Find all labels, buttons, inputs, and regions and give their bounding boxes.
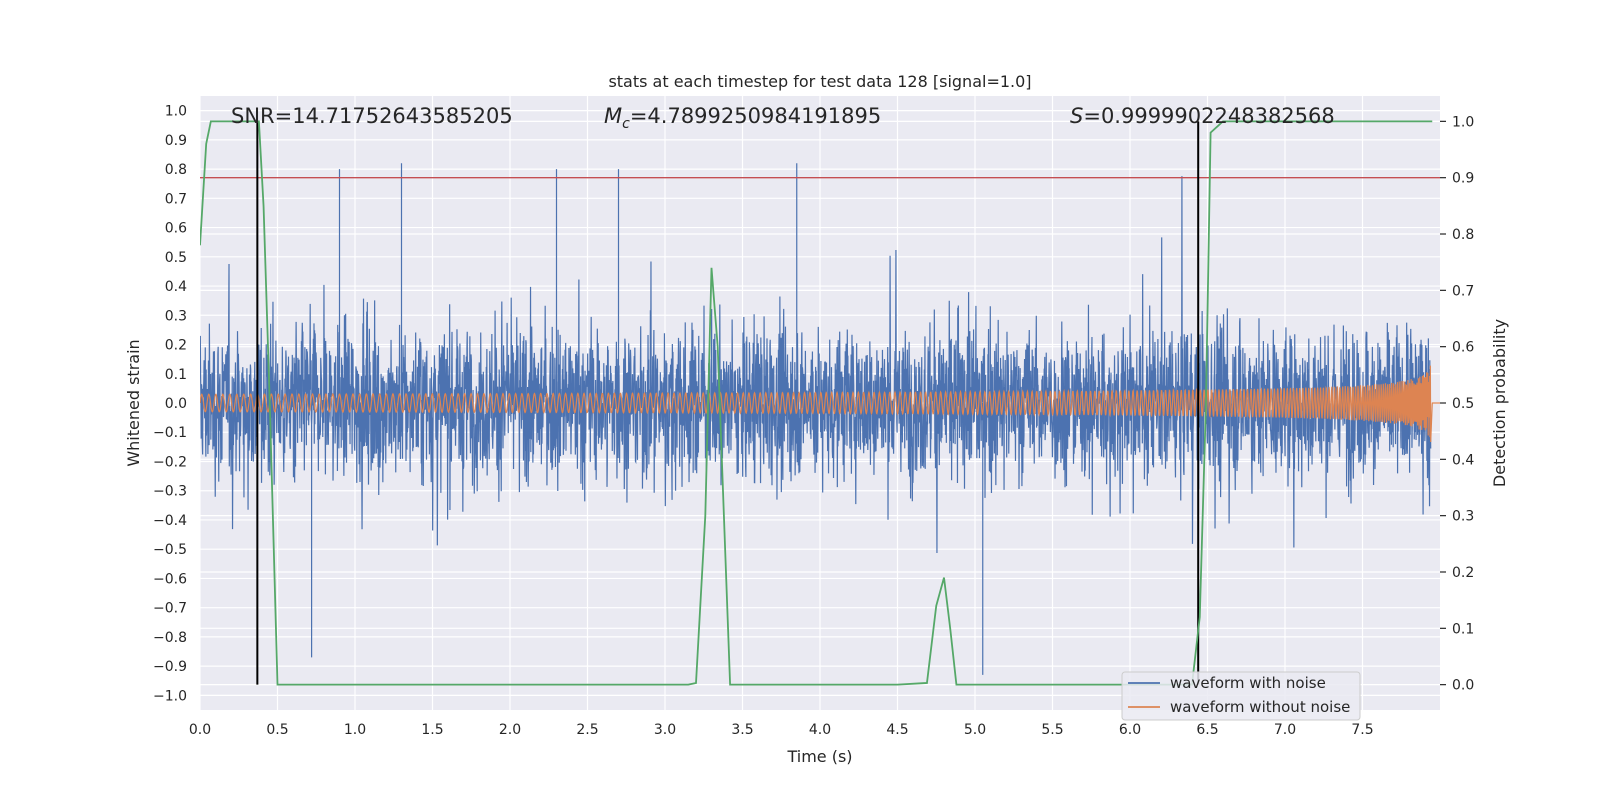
x-tick-label: 6.5 [1196, 722, 1218, 738]
annotation-chirp-mass: Mc=4.7899250984191895 [604, 104, 881, 132]
x-tick-label: 3.5 [731, 722, 753, 738]
annotation-s-value: =0.9999902248382568 [1083, 104, 1334, 128]
annotation-chirp-mass-subscript: c [622, 116, 630, 132]
y-tick-label: 0.9 [165, 133, 187, 149]
y2-tick-label: 0.7 [1452, 283, 1474, 299]
series-waveform-without-noise [200, 365, 1440, 443]
y2-tick-label: 0.4 [1452, 452, 1474, 468]
x-axis-label: Time (s) [786, 747, 852, 766]
annotation-snr: SNR=14.71752643585205 [231, 104, 513, 128]
y-tick-label: −0.2 [153, 454, 187, 470]
y-tick-label: 1.0 [165, 104, 187, 120]
x-tick-label: 1.5 [421, 722, 443, 738]
x-tick-label: 7.5 [1351, 722, 1373, 738]
y-tick-label: 0.6 [165, 221, 187, 237]
annotation-chirp-mass-symbol: M [604, 104, 622, 128]
x-axis-ticks: 0.0 0.5 1.0 1.5 2.0 2.5 3.0 3.5 4.0 4.5 5.0 5.5 6.0 6… [189, 722, 1374, 738]
legend-box [1121, 671, 1361, 721]
y-tick-label: −0.7 [153, 601, 187, 617]
y2-tick-label: 0.5 [1452, 396, 1474, 412]
y-tick-label: −0.8 [153, 630, 187, 646]
x-tick-label: 7.0 [1274, 722, 1296, 738]
y2-tick-label: 0.3 [1452, 509, 1474, 525]
y2-tick-label: 0.0 [1452, 678, 1474, 694]
y-tick-label: 0.0 [165, 396, 187, 412]
annotation-chirp-mass-value: =4.7899250984191895 [630, 104, 881, 128]
annotation-s-symbol: S [1070, 104, 1083, 128]
x-tick-label: 4.0 [809, 722, 831, 738]
marker-lines [256, 121, 1200, 685]
x-tick-label: 0.0 [189, 722, 211, 738]
series-waveform-with-noise [200, 163, 1432, 675]
y2-tick-label: 0.8 [1452, 227, 1474, 243]
y2-axis-ticks: 1.0 0.9 0.8 0.7 0.6 0.5 0.4 0.3 0.2 0.1 0.0 [1440, 114, 1474, 694]
chart-title: stats at each timestep for test data 128… [608, 72, 1031, 91]
y-tick-label: 0.7 [165, 191, 187, 207]
y-tick-label: −0.9 [153, 659, 187, 675]
y2-tick-label: 1.0 [1452, 114, 1474, 130]
y-tick-label: −0.1 [153, 425, 187, 441]
y-tick-label: 0.3 [165, 308, 187, 324]
y-axis-label: Whitened strain [124, 339, 143, 466]
x-tick-label: 3.0 [654, 722, 676, 738]
x-tick-label: 4.5 [886, 722, 908, 738]
y2-tick-label: 0.2 [1452, 565, 1474, 581]
y2-tick-label: 0.9 [1452, 171, 1474, 187]
y2-tick-label: 0.6 [1452, 340, 1474, 356]
y-tick-label: −1.0 [153, 688, 187, 704]
x-tick-label: 5.0 [964, 722, 986, 738]
x-tick-label: 5.5 [1041, 722, 1063, 738]
y-tick-label: −0.3 [153, 484, 187, 500]
legend-label-noise: waveform with noise [1170, 674, 1326, 692]
y-tick-label: −0.5 [153, 542, 187, 558]
x-tick-label: 2.5 [576, 722, 598, 738]
y-tick-label: −0.6 [153, 571, 187, 587]
y-tick-label: 0.8 [165, 162, 187, 178]
legend: waveform with noise waveform without noi… [1121, 671, 1361, 721]
x-tick-label: 1.0 [344, 722, 366, 738]
x-tick-label: 6.0 [1119, 722, 1141, 738]
y-axis-ticks: 1.0 0.9 0.8 0.7 0.6 0.5 0.4 0.3 0.2 0.1 0.0 −0.1 −0.… [153, 104, 187, 705]
x-tick-label: 0.5 [266, 722, 288, 738]
y-tick-label: 0.5 [165, 250, 187, 266]
y-tick-label: 0.4 [165, 279, 187, 295]
y-tick-label: 0.2 [165, 338, 187, 354]
y-tick-label: −0.4 [153, 513, 187, 529]
x-tick-label: 2.0 [499, 722, 521, 738]
y-tick-label: 0.1 [165, 367, 187, 383]
y2-axis-label: Detection probability [1490, 319, 1509, 487]
legend-label-signal: waveform without noise [1170, 698, 1350, 716]
y2-tick-label: 0.1 [1452, 621, 1474, 637]
annotation-s: S=0.9999902248382568 [1070, 104, 1335, 128]
